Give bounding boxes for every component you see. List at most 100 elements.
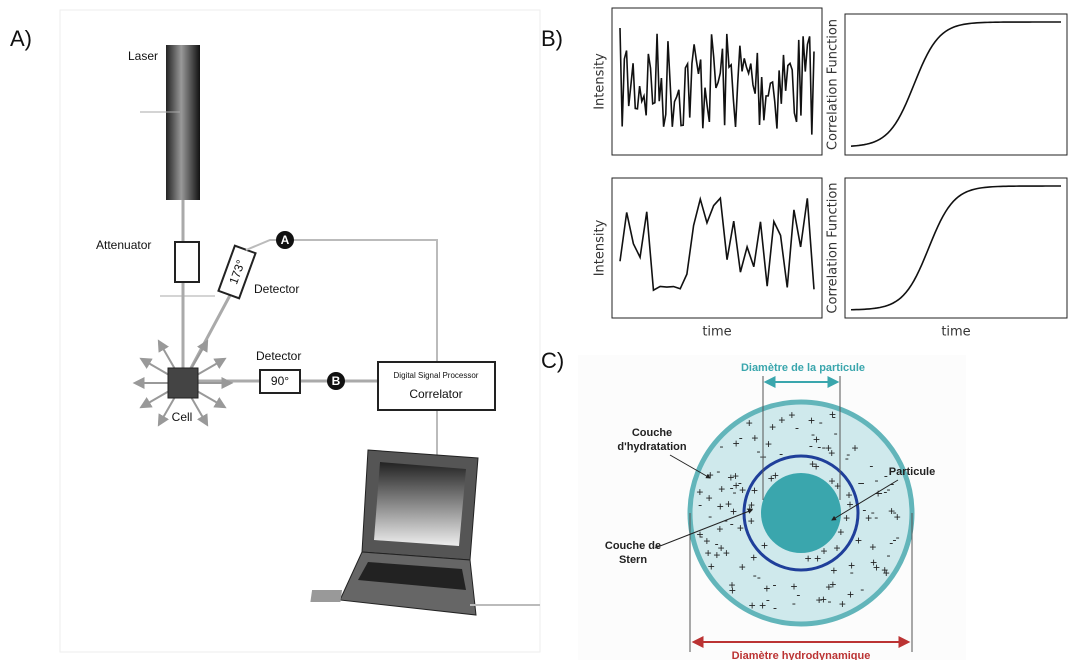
charge: + (881, 563, 888, 577)
charge: + (765, 437, 772, 451)
charge: - (845, 451, 849, 465)
hydration-label: Couche (632, 427, 672, 439)
charge: + (847, 497, 854, 511)
laser-label: Laser (128, 49, 158, 63)
charge: + (730, 505, 737, 519)
charge: - (773, 600, 777, 614)
charge: - (732, 485, 736, 499)
charge: + (718, 482, 725, 496)
y-axis-label: Intensity (593, 219, 608, 276)
charge: - (757, 570, 761, 584)
charge: + (894, 510, 901, 524)
detector-label: Detector (254, 282, 299, 296)
charge: + (751, 483, 758, 497)
charge: + (834, 541, 841, 555)
x-axis-label: time (941, 325, 970, 340)
charge: + (763, 582, 770, 596)
pointer (654, 509, 753, 549)
charge: + (865, 511, 872, 525)
charge: - (834, 426, 838, 440)
charge: - (892, 532, 896, 546)
charge: + (883, 566, 890, 580)
charge: - (846, 447, 850, 461)
attenuator-label: Attenuator (96, 238, 151, 252)
laser-tube (166, 45, 200, 200)
trace (850, 21, 1062, 147)
panel-b: B) Intensity Correlation Function Intensit… (541, 7, 1068, 340)
charge: - (889, 536, 893, 550)
plot-frame (844, 177, 1068, 319)
charge: + (839, 597, 846, 611)
particle-diameter-label: Diamètre de la particule (741, 362, 865, 374)
charge: + (696, 485, 703, 499)
charge: + (718, 541, 725, 555)
charge: + (705, 546, 712, 560)
charge: + (821, 544, 828, 558)
charge: + (716, 522, 723, 536)
processor-box (377, 361, 496, 411)
charge: - (871, 505, 875, 519)
charge: + (830, 563, 837, 577)
detector-label: Detector (256, 349, 301, 363)
cell-label: Cell (172, 410, 193, 424)
charge: + (706, 491, 713, 505)
charge: + (847, 587, 854, 601)
detector-back: 173° (217, 244, 257, 300)
charge: + (727, 471, 734, 485)
panel-c: C) --++++--+++-+++---++++++--+++-+-+-+-+… (541, 348, 966, 660)
processor-label: Digital Signal Processor (394, 371, 479, 380)
cell (167, 367, 199, 399)
stern-label: Couche de (605, 540, 661, 552)
charge: - (832, 409, 836, 423)
pointer (669, 454, 711, 479)
charge: + (748, 514, 755, 528)
marker-label: A (281, 233, 290, 247)
charge: + (769, 420, 776, 434)
charge: - (708, 509, 712, 523)
attenuator (174, 241, 200, 283)
detector-side (259, 369, 301, 394)
charge: - (869, 459, 873, 473)
charge: + (809, 457, 816, 471)
charge: - (828, 594, 832, 608)
charge: + (725, 497, 732, 511)
panel-a: A) Laser Attenuator 173° Detector A 90° … (10, 9, 541, 653)
particle (761, 473, 841, 553)
signal-line (245, 239, 438, 465)
charge: + (870, 556, 877, 570)
charge: + (739, 560, 746, 574)
marker (327, 372, 345, 390)
y-axis-label: Intensity (593, 53, 608, 110)
charge: + (829, 407, 836, 421)
charge: + (713, 548, 720, 562)
charge: + (869, 540, 876, 554)
charge: + (852, 441, 859, 455)
particle-label: Particule (889, 466, 935, 478)
charge: - (817, 440, 821, 454)
charge: + (875, 487, 882, 501)
charge: - (860, 582, 864, 596)
charge: + (825, 441, 832, 455)
charge: - (715, 537, 719, 551)
charge: + (790, 580, 797, 594)
charge: - (879, 485, 883, 499)
charge: - (858, 475, 862, 489)
stern-label: Stern (619, 554, 647, 566)
charge: + (708, 559, 715, 573)
charge: - (887, 482, 891, 496)
charge: + (829, 578, 836, 592)
charge: - (716, 464, 720, 478)
charge: - (753, 568, 757, 582)
charge: + (843, 511, 850, 525)
panel-label: C) (541, 348, 564, 373)
charge: + (805, 552, 812, 566)
charge: - (738, 475, 742, 489)
charge: + (737, 521, 744, 535)
charge: - (819, 415, 823, 429)
x-axis-label: time (702, 325, 731, 340)
charge: + (873, 560, 880, 574)
hydrodynamic-diameter-label: Diamètre hydrodynamique (732, 650, 871, 660)
charge: - (861, 475, 865, 489)
pointer (831, 479, 899, 521)
